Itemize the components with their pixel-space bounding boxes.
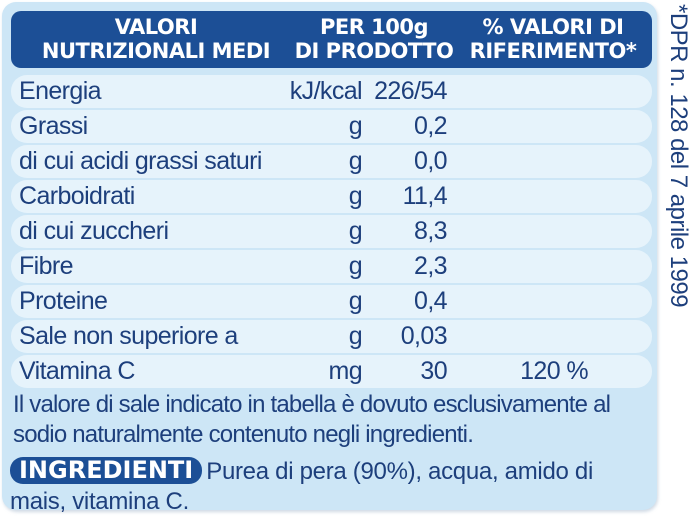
- nutrient-value: 0,03: [400, 322, 448, 350]
- table-row-carboidrati: Carboidrati g 11,4: [11, 180, 652, 213]
- nutrient-name: di cui acidi grassi saturi: [19, 147, 262, 175]
- nutrient-unit: g: [348, 112, 363, 140]
- ingredients-text: Purea di pera (90%), acqua, amido di mai…: [10, 458, 593, 515]
- nutrient-value: 11,4: [402, 182, 448, 210]
- header-reference-values: % VALORI DI RIFERIMENTO*: [469, 15, 637, 63]
- nutrient-unit: g: [348, 252, 363, 280]
- nutrient-unit: g: [348, 322, 363, 350]
- ingredients-label-badge: INGREDIENTI: [10, 457, 203, 484]
- nutrient-value: 30: [420, 357, 447, 385]
- nutrient-name: Proteine: [19, 287, 108, 315]
- table-header: VALORI NUTRIZIONALI MEDI PER 100g DI PRO…: [11, 11, 652, 68]
- nutrient-reference: 120 %: [520, 357, 588, 385]
- nutrient-value: 0,2: [414, 112, 448, 140]
- table-row-sale: Sale non superiore a g 0,03: [11, 320, 652, 353]
- table-row-zuccheri: di cui zuccheri g 8,3: [11, 215, 652, 248]
- dpr-reference-note: *DPR n. 128 del 7 aprile 1999: [665, 4, 692, 308]
- nutrition-table: Energia kJ/kcal 226/54 Grassi g 0,2 di c…: [11, 75, 652, 390]
- table-row-grassi: Grassi g 0,2: [11, 110, 652, 143]
- nutrient-name: Sale non superiore a: [19, 322, 238, 350]
- nutrient-value: 2,3: [414, 252, 448, 280]
- salt-note: Il valore di sale indicato in tabella è …: [13, 391, 611, 448]
- nutrient-unit: g: [348, 182, 363, 210]
- table-row-fibre: Fibre g 2,3: [11, 250, 652, 283]
- nutrient-value: 0,0: [414, 147, 448, 175]
- table-row-proteine: Proteine g 0,4: [11, 285, 652, 318]
- nutrient-name: Fibre: [19, 252, 74, 280]
- nutrient-value: 0,4: [414, 287, 448, 315]
- header-nutritional-values: VALORI NUTRIZIONALI MEDI: [41, 15, 271, 63]
- nutrient-unit: kJ/kcal: [289, 77, 363, 105]
- table-row-saturated-fat: di cui acidi grassi saturi g 0,0: [11, 145, 652, 178]
- header-per-100g: PER 100g DI PRODOTTO: [294, 15, 454, 63]
- nutrient-name: di cui zuccheri: [19, 217, 169, 245]
- nutrient-unit: mg: [328, 357, 362, 385]
- nutrient-name: Carboidrati: [19, 182, 135, 210]
- nutrient-value: 226/54: [374, 77, 447, 105]
- nutrient-unit: g: [348, 147, 363, 175]
- nutrient-value: 8,3: [414, 217, 448, 245]
- table-row-vitamina-c: Vitamina C mg 30 120 %: [11, 355, 652, 388]
- nutrition-panel: VALORI NUTRIZIONALI MEDI PER 100g DI PRO…: [2, 2, 657, 515]
- table-row-energia: Energia kJ/kcal 226/54: [11, 75, 652, 108]
- nutrient-name: Energia: [19, 77, 102, 105]
- nutrient-unit: g: [348, 217, 363, 245]
- nutrient-unit: g: [348, 287, 363, 315]
- ingredients-section: INGREDIENTI Purea di pera (90%), acqua, a…: [10, 457, 654, 517]
- nutrient-name: Vitamina C: [19, 357, 135, 385]
- nutrient-name: Grassi: [19, 112, 88, 140]
